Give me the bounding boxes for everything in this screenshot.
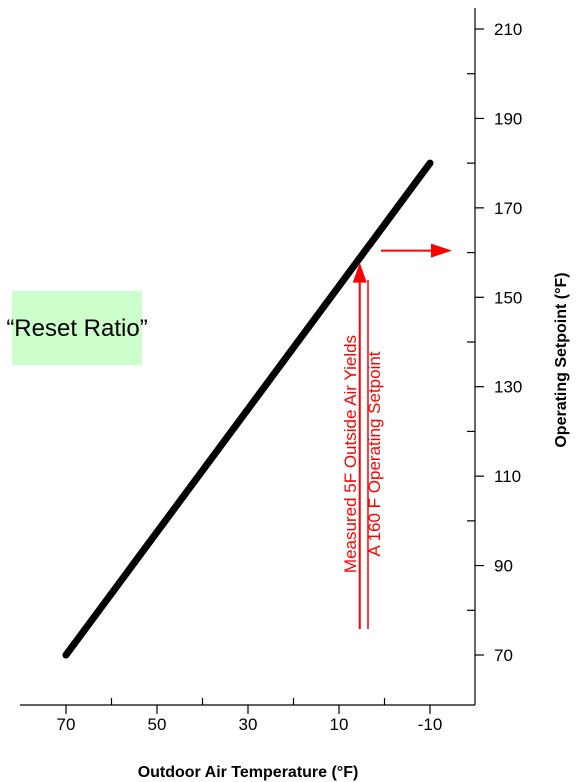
y-tick-label: 110: [494, 467, 521, 486]
y-tick-label: 150: [494, 288, 522, 307]
y-axis-title: Operating Setpoint (°F): [553, 272, 570, 447]
y-tick-label: 210: [494, 20, 522, 39]
y-tick-label: 70: [494, 646, 513, 665]
y-tick-label: 170: [494, 199, 522, 218]
reset-ratio-label: “Reset Ratio”: [6, 315, 147, 342]
y-tick-label: 190: [494, 109, 522, 128]
reset-ratio-box: [12, 291, 142, 365]
y-tick-label: 90: [494, 557, 513, 576]
y-tick-label: 130: [494, 378, 522, 397]
x-axis-title: Outdoor Air Temperature (°F): [138, 764, 359, 781]
measure-note-line1: Measured 5F Outside Air Yields: [341, 335, 360, 573]
x-tick-label: 30: [239, 715, 258, 734]
reset-ratio-line: [62, 159, 434, 659]
x-tick-label: -10: [418, 715, 443, 734]
x-tick-label: 70: [57, 715, 76, 734]
x-tick-label: 10: [330, 715, 349, 734]
vertical-arrow-head: [352, 262, 367, 283]
horizontal-arrow-head: [431, 243, 452, 258]
plot-area: 70 50 30 10 -10 70 90 110 130 150 170 190 210: [20, 8, 522, 734]
measure-note-line2: A 160 F Operating Setpoint: [365, 351, 384, 556]
x-tick-label: 50: [148, 715, 167, 734]
